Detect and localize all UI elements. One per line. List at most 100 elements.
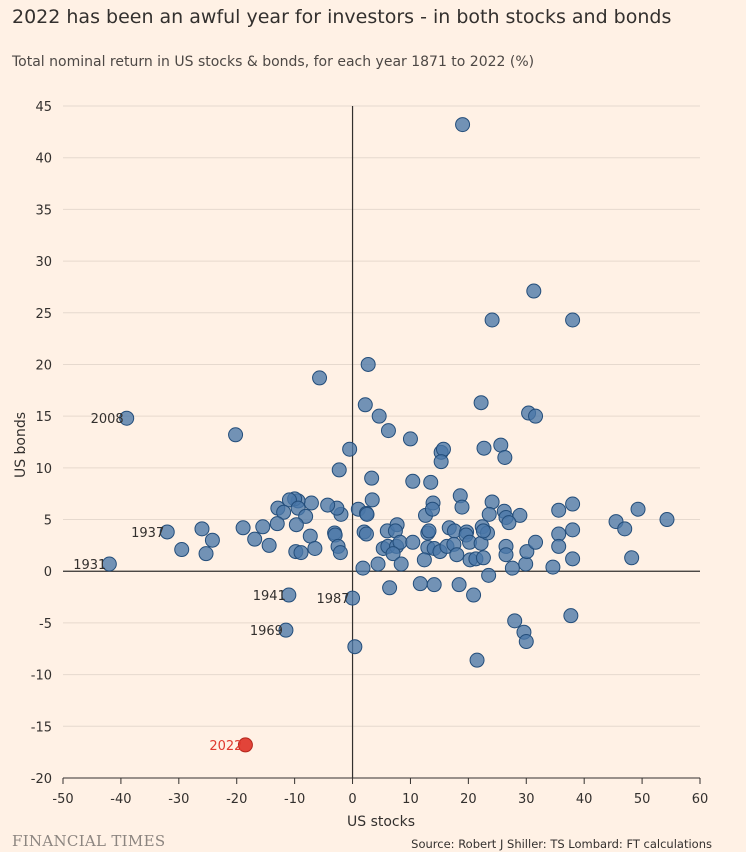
data-point — [342, 441, 358, 457]
point-label: 1931 — [73, 558, 106, 573]
data-point — [484, 312, 500, 328]
data-point — [565, 522, 581, 538]
labeled-point — [345, 590, 361, 606]
data-point — [358, 526, 374, 542]
data-point — [320, 497, 336, 513]
data-point — [551, 538, 567, 554]
data-point — [565, 496, 581, 512]
point-label: 1941 — [253, 589, 286, 604]
y-tick-label: 35 — [35, 203, 52, 218]
data-point — [475, 523, 491, 539]
data-point — [405, 473, 421, 489]
y-tick-label: 15 — [35, 410, 52, 425]
axes — [62, 106, 701, 784]
data-point — [261, 537, 277, 553]
data-point — [551, 526, 567, 542]
y-tick-label: 20 — [35, 358, 52, 373]
data-point — [455, 117, 471, 133]
data-point — [312, 370, 328, 386]
x-tick-label: -20 — [226, 792, 247, 807]
y-tick-label: -5 — [39, 617, 52, 632]
labeled-point — [278, 622, 294, 638]
y-tick-label: 45 — [35, 100, 52, 115]
data-point — [451, 577, 467, 593]
data-point — [454, 499, 470, 515]
labeled-point — [281, 587, 297, 603]
data-point — [512, 507, 528, 523]
labeled-point — [237, 737, 253, 753]
data-point — [198, 546, 214, 562]
point-label: 1937 — [131, 526, 164, 541]
data-point — [204, 532, 220, 548]
data-point — [617, 521, 633, 537]
data-point — [405, 534, 421, 550]
y-tick-label: 5 — [44, 514, 52, 529]
data-point — [484, 494, 500, 510]
data-point — [364, 492, 380, 508]
data-point — [357, 397, 373, 413]
data-point — [370, 556, 386, 572]
y-tick-label: 25 — [35, 307, 52, 322]
source-note: Source: Robert J Shiller: TS Lombard: FT… — [411, 837, 712, 851]
x-tick-labels: -50 -40 -30 -20 -10 0 10 20 30 40 50 60 — [52, 792, 708, 807]
data-point — [518, 556, 534, 572]
data-point — [247, 531, 263, 547]
x-tick-label: -10 — [284, 792, 305, 807]
data-point — [475, 550, 491, 566]
data-points — [174, 117, 675, 668]
y-tick-labels: -20 -15 -10 -5 0 5 10 15 20 25 30 35 40 45 — [31, 100, 52, 787]
chart-subtitle: Total nominal return in US stocks & bond… — [12, 54, 535, 70]
data-point — [497, 450, 513, 466]
data-point — [347, 639, 363, 655]
data-point — [412, 576, 428, 592]
y-tick-label: 10 — [35, 462, 52, 477]
data-point — [519, 544, 535, 560]
data-point — [393, 556, 409, 572]
x-tick-label: -40 — [110, 792, 131, 807]
data-point — [331, 462, 347, 478]
data-point — [269, 516, 285, 532]
data-point — [235, 520, 251, 536]
x-tick-label: -30 — [168, 792, 189, 807]
data-point — [481, 567, 497, 583]
data-point — [565, 551, 581, 567]
data-point — [423, 474, 439, 490]
labeled-point — [159, 524, 175, 540]
data-point — [498, 547, 514, 563]
data-point — [293, 545, 309, 561]
data-point — [528, 408, 544, 424]
data-point — [174, 542, 190, 558]
labeled-point — [119, 410, 135, 426]
data-point — [421, 523, 437, 539]
data-point — [659, 512, 675, 528]
x-tick-label: 40 — [576, 792, 593, 807]
data-point — [528, 534, 544, 550]
data-point — [332, 545, 348, 561]
data-point — [624, 550, 640, 566]
x-tick-label: -50 — [52, 792, 73, 807]
labeled-point — [101, 556, 117, 572]
x-tick-label: 10 — [402, 792, 419, 807]
data-point — [565, 312, 581, 328]
data-point — [364, 470, 380, 486]
y-tick-label: -20 — [31, 772, 52, 787]
data-point — [382, 580, 398, 596]
data-point — [481, 506, 497, 522]
x-axis-label: US stocks — [347, 814, 415, 830]
data-point — [355, 560, 371, 576]
point-label: 2022 — [209, 739, 242, 754]
data-point — [504, 560, 520, 576]
data-point — [276, 504, 292, 520]
data-point — [380, 423, 396, 439]
x-tick-label: 50 — [634, 792, 651, 807]
x-tick-label: 30 — [518, 792, 535, 807]
data-point — [371, 408, 387, 424]
gridlines — [63, 105, 700, 727]
data-point — [518, 634, 534, 650]
data-point — [501, 515, 517, 531]
data-point — [630, 501, 646, 517]
point-label: 1969 — [250, 624, 283, 639]
data-point — [303, 495, 319, 511]
data-point — [360, 356, 376, 372]
data-point — [563, 608, 579, 624]
